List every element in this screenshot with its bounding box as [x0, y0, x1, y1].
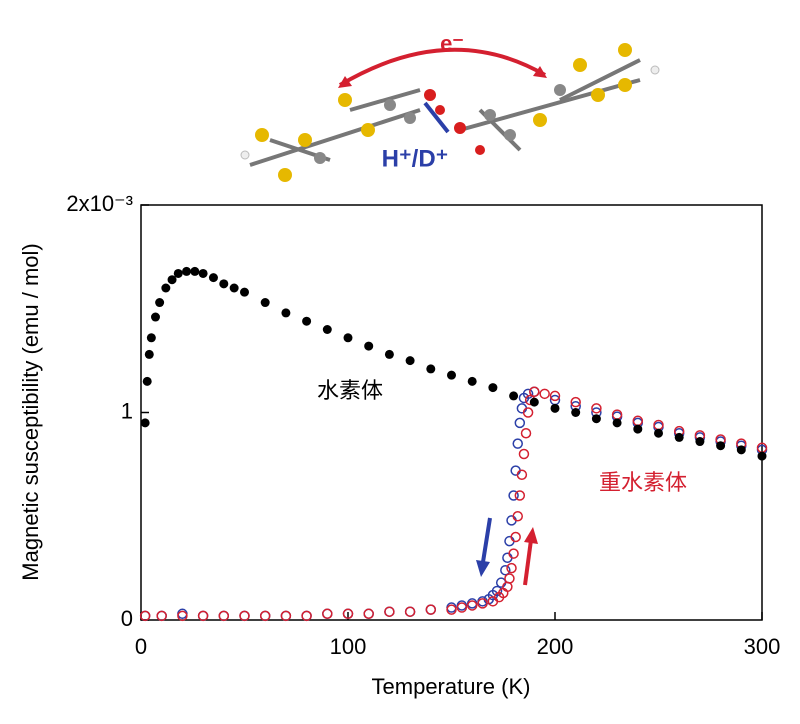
data-point [570, 396, 581, 408]
data-point [425, 604, 437, 615]
data-point [529, 386, 540, 397]
data-point [512, 511, 523, 522]
molecule [240, 43, 660, 182]
data-point [239, 610, 250, 622]
data-point [302, 316, 312, 326]
data-point [198, 268, 208, 278]
data-point [654, 428, 663, 438]
data-point [139, 610, 151, 622]
data-point [520, 428, 532, 439]
data-point [260, 298, 270, 308]
data-point [240, 287, 249, 297]
data-point [446, 604, 457, 615]
data-point [757, 451, 767, 461]
data-point [529, 397, 539, 407]
annotation-h: 水素体 [317, 378, 383, 403]
y-axis-label: Magnetic susceptibility (emu / mol) [18, 243, 43, 580]
data-point [405, 356, 415, 366]
data-point [514, 417, 526, 429]
data-point [539, 388, 550, 400]
data-point [522, 388, 534, 400]
data-point [612, 418, 622, 428]
data-point [716, 441, 726, 451]
y-tick-label: 1 [121, 398, 133, 423]
data-point [301, 610, 312, 622]
electron-label: e⁻ [440, 31, 464, 56]
data-point [404, 606, 416, 617]
data-point [190, 266, 200, 276]
data-point [633, 424, 643, 434]
data-point [466, 600, 478, 611]
data-point [467, 376, 477, 386]
data-point [508, 490, 519, 501]
data-point [488, 383, 498, 393]
x-tick-label: 0 [135, 634, 147, 659]
data-point [491, 585, 503, 597]
data-point [549, 390, 561, 402]
data-point [571, 408, 581, 417]
data-point [322, 325, 332, 334]
x-tick-label: 100 [330, 634, 367, 659]
data-point [447, 370, 456, 380]
data-point [426, 364, 436, 374]
data-point [156, 610, 167, 622]
data-point [512, 438, 523, 449]
data-point [591, 414, 601, 424]
data-point [342, 608, 354, 620]
data-point [229, 283, 239, 293]
x-tick-label: 200 [537, 634, 574, 659]
data-point [591, 403, 602, 414]
data-point [522, 407, 534, 418]
data-point [508, 548, 519, 559]
x-axis-label: Temperature (K) [372, 674, 531, 699]
data-point [550, 403, 560, 413]
data-point [208, 273, 218, 283]
x-tick-label: 300 [744, 634, 781, 659]
data-point [259, 610, 271, 622]
data-point [322, 608, 333, 620]
data-point [363, 608, 374, 620]
proton-label: H⁺/D⁺ [382, 145, 449, 172]
data-point [218, 610, 230, 622]
data-point [197, 610, 209, 622]
plot-frame [140, 204, 763, 621]
data-point [150, 312, 160, 322]
data-point [516, 469, 528, 480]
data-point [142, 376, 152, 386]
data-point [281, 308, 291, 318]
data-point [506, 562, 517, 574]
data-point [509, 391, 519, 401]
data-point [695, 437, 705, 447]
annotation-d: 重水素体 [599, 470, 687, 495]
data-point [364, 341, 374, 351]
y-tick-label: 2x10⁻³ [66, 191, 133, 216]
data-point [140, 418, 150, 428]
data-point [736, 445, 746, 455]
data-point [518, 448, 530, 460]
data-point [219, 279, 229, 289]
data-point [280, 610, 292, 622]
data-point [384, 349, 394, 359]
data-point [514, 490, 526, 501]
data-point [510, 531, 521, 543]
data-point [500, 564, 511, 576]
data-point [674, 432, 684, 442]
data-point [182, 266, 192, 276]
y-tick-label: 0 [121, 606, 133, 631]
data-point [161, 283, 171, 293]
arrows [476, 517, 538, 586]
data-point [146, 333, 156, 343]
data-point [173, 268, 183, 278]
data-point [384, 606, 395, 617]
data-point [477, 598, 488, 609]
data-point [343, 333, 353, 343]
data-point [155, 298, 165, 308]
data-point [177, 610, 188, 622]
data-point [456, 602, 468, 613]
data-point [504, 573, 515, 584]
data-point [144, 349, 154, 359]
data-point [167, 275, 177, 285]
